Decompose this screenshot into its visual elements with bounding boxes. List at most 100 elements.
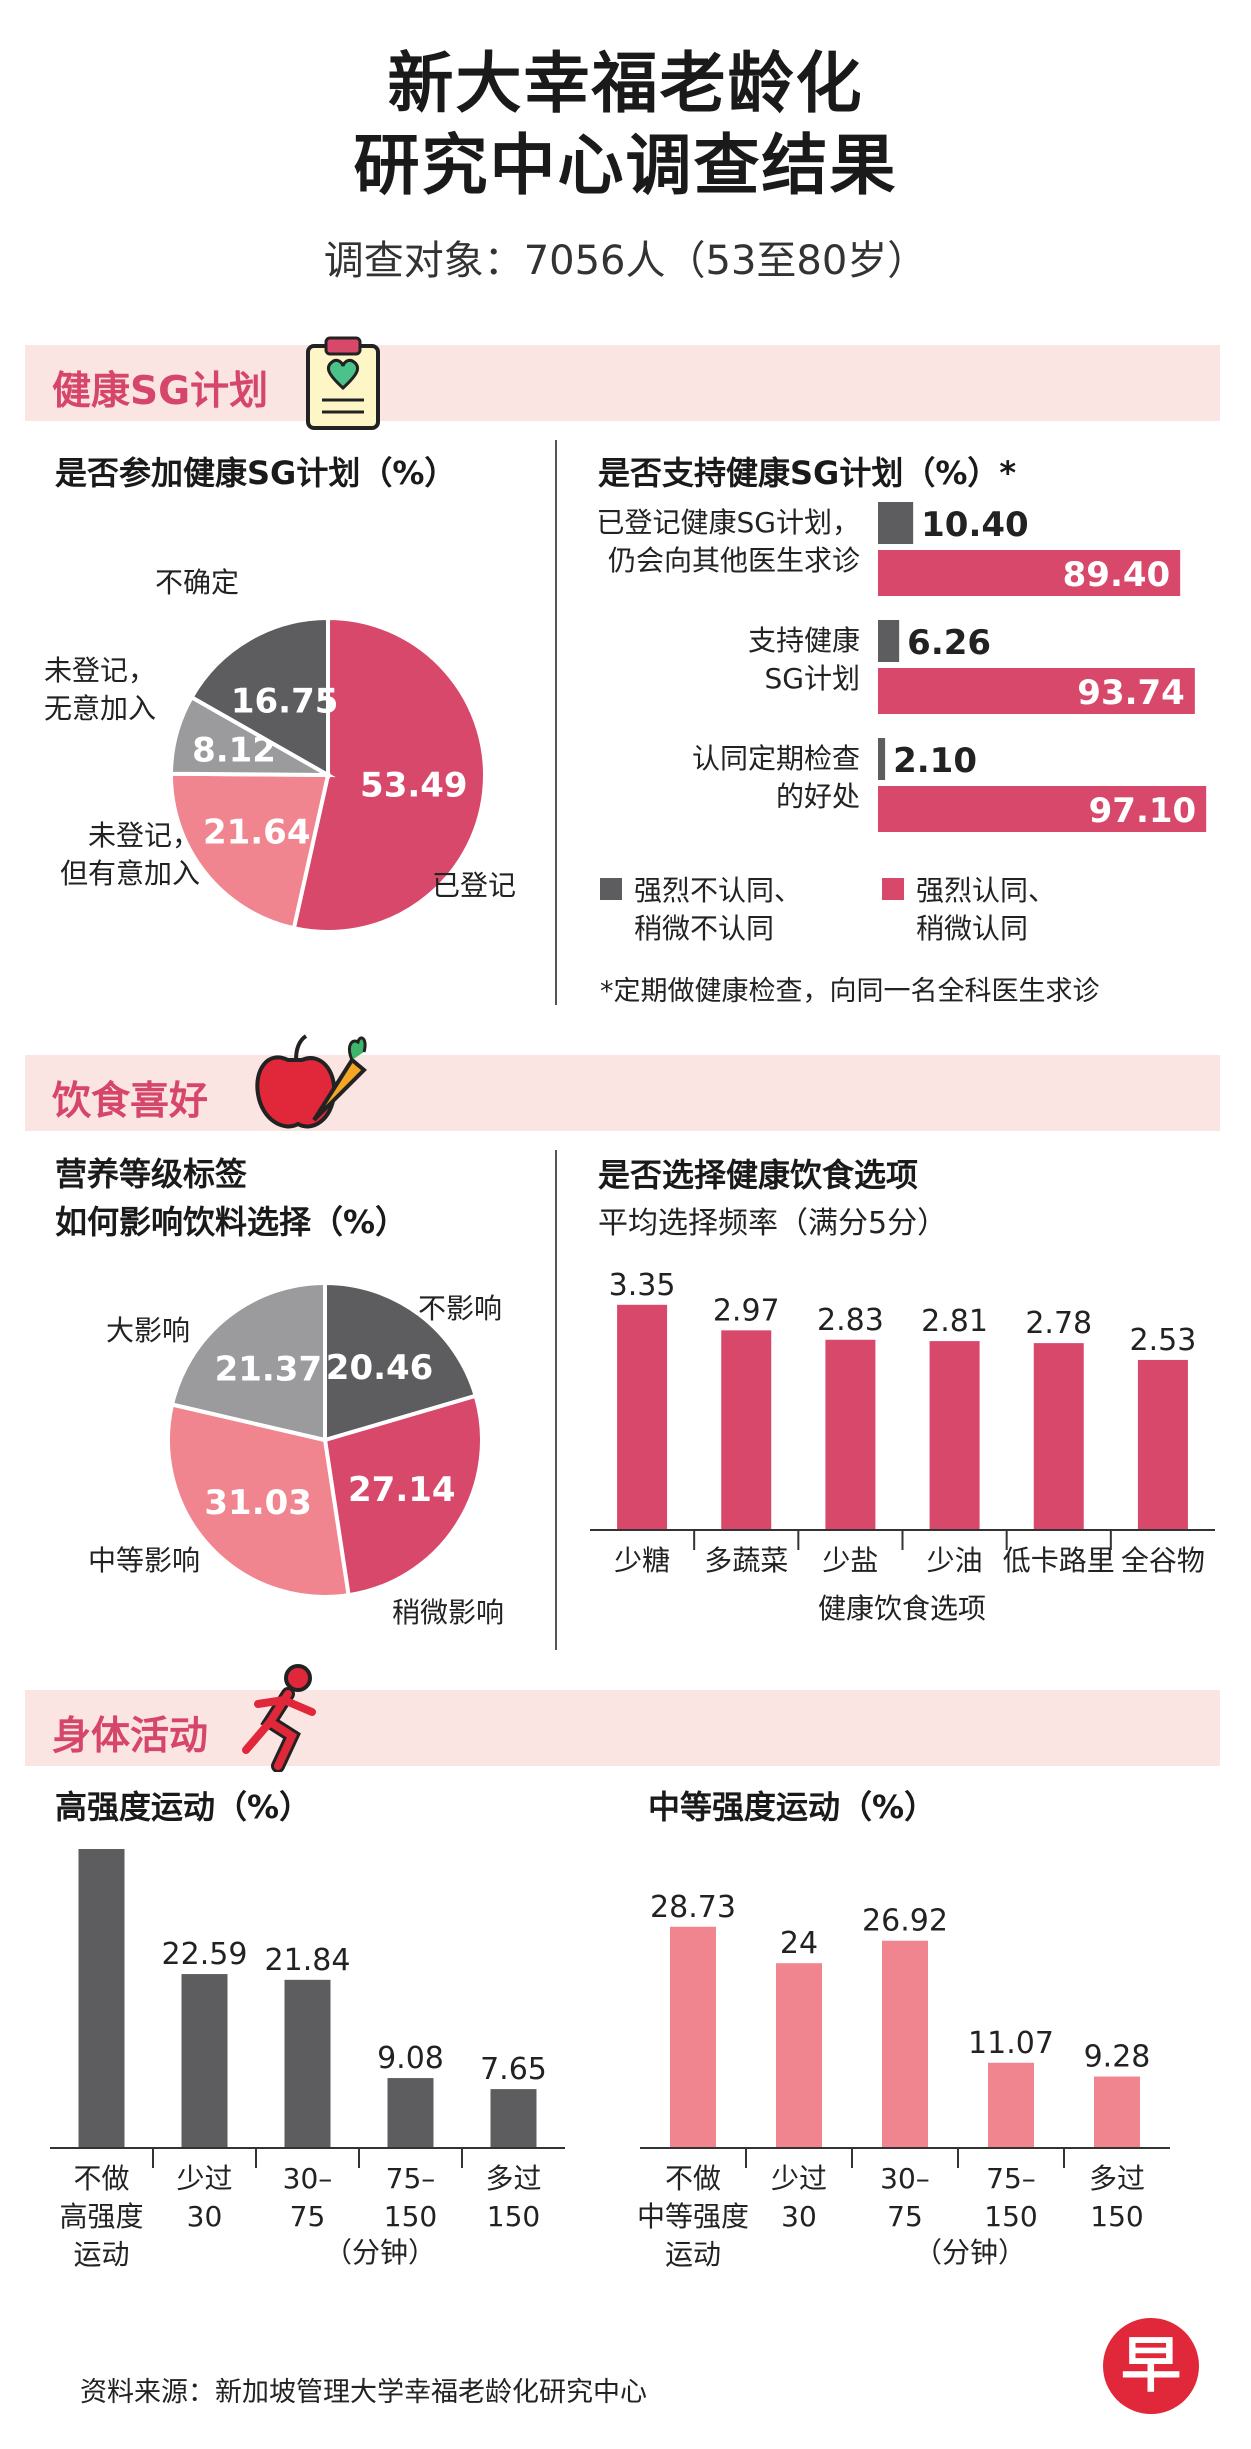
pie2-title-line1: 营养等级标签 (55, 1155, 248, 1193)
page-subtitle: 调查对象：7056人（53至80岁） (323, 238, 928, 284)
pie2-value-2: 31.03 (204, 1483, 312, 1523)
pie2-label-1-line-0: 稍微影响 (392, 1596, 504, 1629)
sg-value-disagree-0: 10.40 (921, 505, 1029, 545)
mid-category-0-line-2: 运动 (665, 2238, 721, 2271)
divider-1 (555, 440, 557, 1005)
sg-bar-disagree-2 (878, 738, 886, 780)
sg-category-1-line-0: 支持健康 (748, 624, 860, 657)
high-category-3-line-0: 75– (386, 2162, 436, 2195)
high-category-2-line-1: 75 (290, 2200, 326, 2233)
high-category-0-line-0: 不做 (73, 2162, 129, 2195)
sg-category-2-line-0: 认同定期检查 (692, 742, 860, 775)
mid-value-3: 11.07 (968, 2026, 1054, 2061)
pie1-slice-3 (188, 615, 330, 779)
pie2-slice-1 (322, 1393, 484, 1598)
pie1-slice-1 (169, 771, 331, 931)
diet-bar-4 (1033, 1343, 1084, 1530)
sg-value-agree-0: 89.40 (1063, 555, 1171, 595)
divider-2 (555, 1150, 557, 1650)
sg-bar-agree-2 (878, 786, 1207, 832)
mid-value-2: 26.92 (862, 1904, 948, 1939)
mid-category-2-line-0: 30– (880, 2162, 930, 2195)
diet-xlabel: 健康饮食选项 (818, 1592, 986, 1625)
sg-bar-agree-1 (878, 668, 1195, 714)
mid-bar-1 (776, 1963, 822, 2148)
section-band-activity (25, 1690, 1220, 1766)
high-value-0: 38.83 (59, 1840, 145, 1847)
diet-bar-3 (929, 1341, 980, 1530)
zaobao-logo: 早 (1103, 2318, 1199, 2414)
pie2-value-0: 20.46 (326, 1348, 434, 1388)
sg-value-agree-2: 97.10 (1089, 791, 1197, 831)
pie1-title: 是否参加健康SG计划（%） (55, 454, 457, 492)
diet-bar-subtitle: 平均选择频率（满分5分） (598, 1206, 948, 1241)
mid-category-2-line-1: 75 (887, 2200, 923, 2233)
mid-category-1-line-1: 30 (781, 2200, 817, 2233)
mid-xlabel: （分钟） (914, 2236, 1026, 2269)
diet-category-3: 少油 (927, 1544, 983, 1577)
high-category-2-line-0: 30– (283, 2162, 333, 2195)
diet-category-0: 少糖 (614, 1544, 670, 1577)
pie1-value-1: 21.64 (203, 813, 311, 853)
pie2-value-3: 21.37 (215, 1350, 323, 1390)
mid-bar-2 (882, 1940, 928, 2148)
sg-footnote: *定期做健康检查，向同一名全科医生求诊 (600, 976, 1100, 1007)
sg-bar-disagree-0 (878, 502, 914, 544)
section-label-health: 健康SG计划 (52, 369, 269, 414)
sg-category-2-line-1: 的好处 (776, 780, 860, 813)
pie2-label-0-line-0: 不影响 (418, 1292, 502, 1325)
pie2-label-2-line-0: 中等影响 (88, 1544, 200, 1577)
page-title-line1: 新大幸福老龄化 (387, 45, 864, 122)
high-bar-1 (181, 1974, 228, 2148)
bar-chart-healthy-diet: 3.35 少糖 2.97 多蔬菜 2.83 少盐 2.81 少油 2.78 低卡路里 2.53 全谷物… (590, 1268, 1215, 1625)
pie2-value-1: 27.14 (348, 1470, 456, 1510)
high-category-1-line-1: 30 (187, 2200, 223, 2233)
high-category-0-line-2: 运动 (73, 2238, 129, 2271)
sg-legend-swatch-1 (882, 878, 904, 900)
apple-carrot-icon (255, 1034, 367, 1129)
diet-value-1: 2.97 (713, 1293, 780, 1328)
sg-value-disagree-1: 6.26 (907, 623, 991, 663)
pie2-slice-2 (166, 1402, 351, 1599)
high-category-3-line-1: 150 (384, 2200, 437, 2233)
mid-category-4-line-0: 多过 (1089, 2162, 1145, 2195)
sg-category-0-line-1: 仍会向其他医生求诊 (608, 544, 860, 577)
diet-value-3: 2.81 (921, 1304, 988, 1339)
diet-value-2: 2.83 (817, 1303, 884, 1338)
sg-bar-disagree-1 (878, 620, 900, 662)
pie2-title-line2: 如何影响饮料选择（%） (55, 1203, 408, 1241)
sg-legend-1-line-1: 稍微认同 (916, 912, 1028, 945)
mid-intensity-title: 中等强度运动（%） (648, 1788, 937, 1826)
pie2-slice-0 (323, 1280, 479, 1443)
high-category-4-line-0: 多过 (485, 2162, 541, 2195)
source-note: 资料来源：新加坡管理大学幸福老龄化研究中心 (80, 2377, 647, 2408)
page-title-line2: 研究中心调查结果 (353, 127, 898, 204)
mid-bar-4 (1094, 2076, 1140, 2148)
sg-legend-0-line-1: 稍微不认同 (634, 912, 774, 945)
mid-value-4: 9.28 (1084, 2040, 1151, 2075)
bar-chart-sg-support: 已登记健康SG计划， 仍会向其他医生求诊 10.40 89.40 支持健康 SG计划 6.2… (597, 502, 1207, 1007)
high-intensity-title: 高强度运动（%） (55, 1788, 312, 1826)
pie2-label-3-line-0: 大影响 (106, 1314, 190, 1347)
pie2-title: 营养等级标签 如何影响饮料选择（%） (55, 1150, 407, 1246)
high-category-1-line-0: 少过 (176, 2162, 232, 2195)
sg-value-disagree-2: 2.10 (893, 741, 977, 781)
diet-category-4: 低卡路里 (1003, 1544, 1115, 1577)
sg-category-0-line-0: 已登记健康SG计划， (597, 506, 860, 539)
pie1-label-1-line-1: 但有意加入 (60, 857, 200, 890)
diet-bar-title: 是否选择健康饮食选项 (598, 1156, 919, 1194)
diet-value-5: 2.53 (1130, 1323, 1197, 1358)
mid-category-3-line-1: 150 (984, 2200, 1037, 2233)
sg-legend-1-line-0: 强烈认同、 (916, 874, 1056, 907)
pie1-label-1-line-0: 未登记， (88, 819, 200, 852)
pie2-slice-3 (169, 1280, 327, 1443)
diet-value-0: 3.35 (609, 1268, 676, 1303)
high-bar-3 (387, 2078, 434, 2148)
high-value-1: 22.59 (162, 1937, 248, 1972)
sg-legend-swatch-0 (600, 878, 622, 900)
mid-category-1-line-0: 少过 (771, 2162, 827, 2195)
mid-value-1: 24 (780, 1926, 818, 1961)
diet-bar-1 (721, 1330, 772, 1530)
